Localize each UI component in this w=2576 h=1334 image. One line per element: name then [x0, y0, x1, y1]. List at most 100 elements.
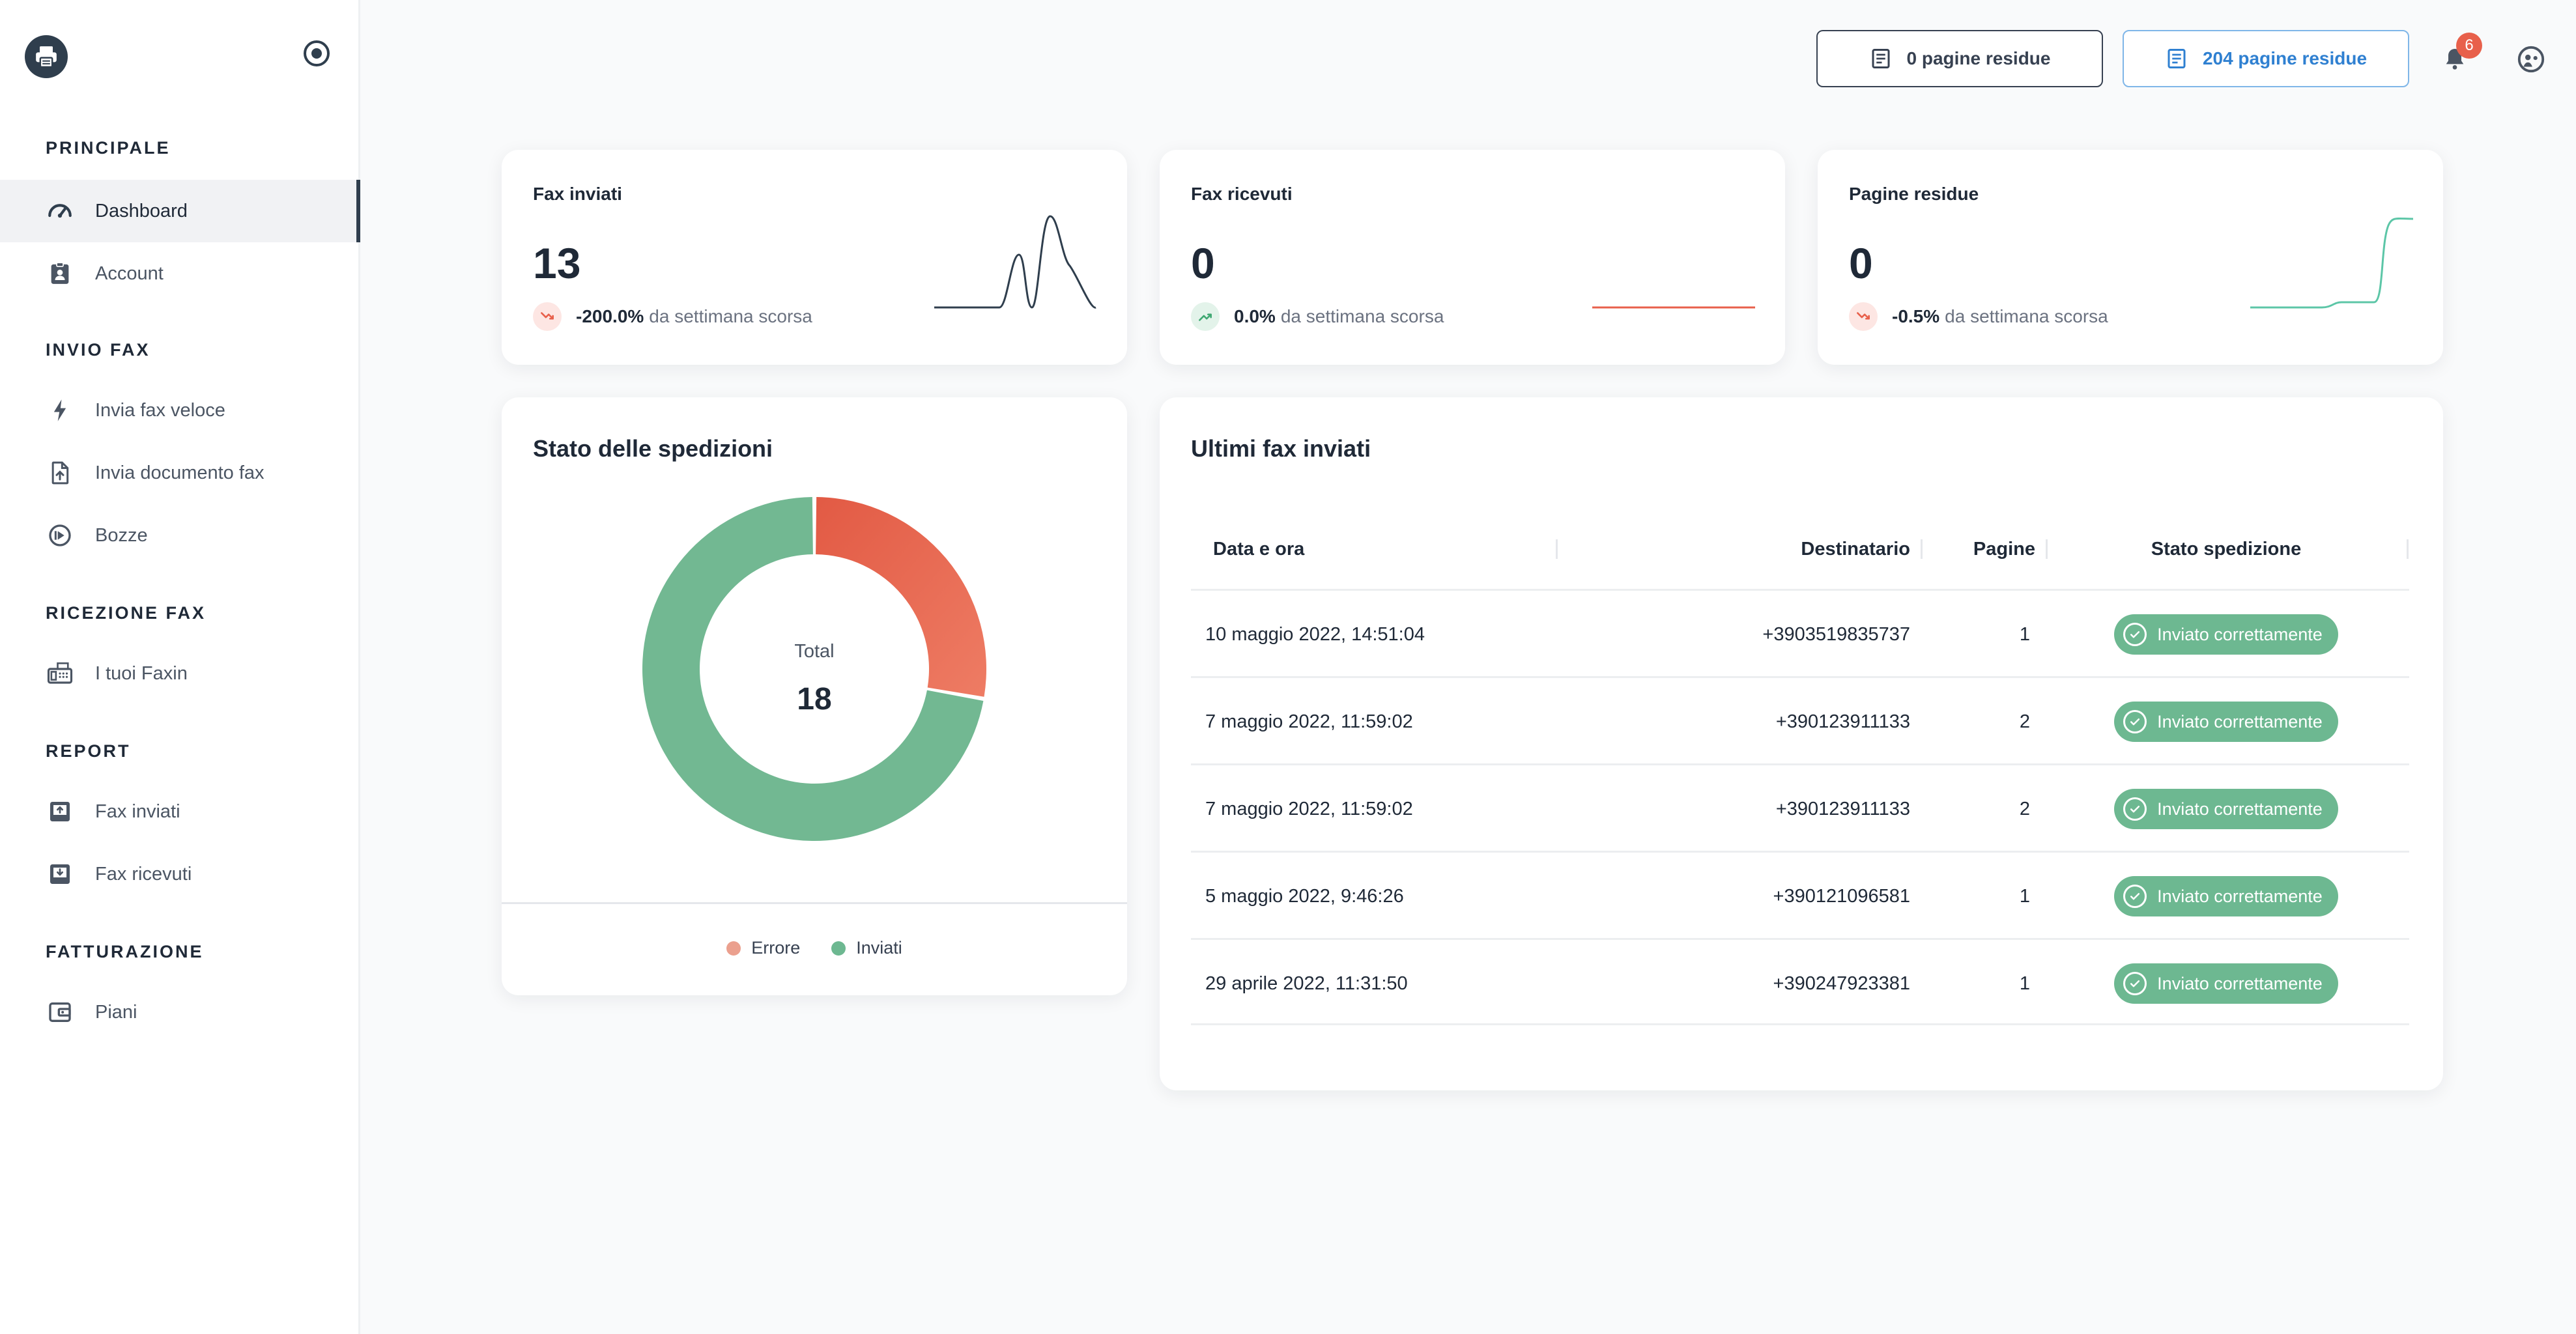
- column-header-recipient[interactable]: Destinatario: [1801, 538, 1910, 560]
- cell-recipient: +390121096581: [1773, 885, 1910, 907]
- table-row[interactable]: 29 aprile 2022, 11:31:50 +390247923381 1…: [1191, 938, 2409, 1025]
- remaining-pages-button[interactable]: 0 pagine residue: [1816, 30, 2103, 87]
- status-badge: Inviato correttamente: [2114, 789, 2338, 829]
- sidebar-item-label: Dashboard: [95, 200, 188, 221]
- cell-date: 7 maggio 2022, 11:59:02: [1205, 711, 1413, 732]
- card-title: Stato delle spedizioni: [533, 435, 773, 462]
- remaining-pages-plan-button[interactable]: 204 pagine residue: [2123, 30, 2409, 87]
- legend-item-inviati[interactable]: Inviati: [831, 938, 902, 958]
- user-menu-button[interactable]: [2516, 44, 2546, 74]
- inbox-download-icon: [46, 860, 74, 888]
- column-header-date[interactable]: Data e ora: [1213, 538, 1305, 560]
- sidebar-item-account[interactable]: Account: [0, 242, 360, 305]
- cell-recipient: +390123911133: [1775, 798, 1910, 819]
- cell-pages: 2: [2019, 711, 2030, 732]
- cell-pages: 1: [2019, 885, 2030, 907]
- speedometer-icon: [46, 197, 74, 225]
- status-label: Inviato correttamente: [2157, 973, 2323, 993]
- card-title: Ultimi fax inviati: [1191, 435, 1371, 462]
- table-row[interactable]: 7 maggio 2022, 11:59:02 +390123911133 2 …: [1191, 763, 2409, 851]
- sidebar-item-dashboard[interactable]: Dashboard: [0, 180, 360, 242]
- document-icon: [1869, 47, 1893, 70]
- cell-status: Inviato correttamente: [2046, 678, 2407, 765]
- donut-total-value: 18: [797, 682, 832, 717]
- section-label-fatturazione: FATTURAZIONE: [46, 942, 204, 961]
- inbox-upload-icon: [46, 797, 74, 826]
- table-row[interactable]: 5 maggio 2022, 9:46:26 +390121096581 1 I…: [1191, 851, 2409, 938]
- bell-icon: [2442, 49, 2468, 76]
- cell-status: Inviato correttamente: [2046, 853, 2407, 940]
- cell-status: Inviato correttamente: [2046, 591, 2407, 678]
- sparkline-pagine-residue: [2250, 217, 2413, 309]
- cell-status: Inviato correttamente: [2046, 765, 2407, 853]
- cell-date: 10 maggio 2022, 14:51:04: [1205, 623, 1425, 645]
- status-badge: Inviato correttamente: [2114, 614, 2338, 655]
- cell-recipient: +3903519835737: [1762, 623, 1910, 645]
- sparkline-fax-ricevuti: [1592, 306, 1755, 309]
- notification-count-badge: 6: [2456, 33, 2482, 59]
- kpi-title: Pagine residue: [1849, 184, 1979, 204]
- trend-down-icon: [533, 302, 562, 331]
- sidebar-collapse-toggle[interactable]: [304, 40, 330, 66]
- section-label-ricezione-fax: RICEZIONE FAX: [46, 603, 207, 623]
- donut-total-label: Total: [794, 641, 835, 662]
- sidebar: PRINCIPALE Dashboard Account INVIO FAX I…: [0, 0, 360, 1334]
- kpi-trend-suffix: da settimana scorsa: [1280, 306, 1444, 326]
- sidebar-item-invia-fax-veloce[interactable]: Invia fax veloce: [0, 379, 360, 442]
- column-header-status[interactable]: Stato spedizione: [2151, 538, 2302, 560]
- cell-date: 5 maggio 2022, 9:46:26: [1205, 885, 1404, 907]
- table-row[interactable]: 7 maggio 2022, 11:59:02 +390123911133 2 …: [1191, 676, 2409, 763]
- section-label-report: REPORT: [46, 741, 131, 761]
- cell-date: 7 maggio 2022, 11:59:02: [1205, 798, 1413, 819]
- table-row[interactable]: 10 maggio 2022, 14:51:04 +3903519835737 …: [1191, 589, 2409, 676]
- cell-pages: 2: [2019, 798, 2030, 819]
- document-icon: [2165, 47, 2188, 70]
- trend-up-icon: [1191, 302, 1220, 331]
- donut-legend: Errore Inviati: [502, 938, 1127, 958]
- sidebar-item-label: Fax inviati: [95, 801, 180, 822]
- kpi-value: 0: [1191, 239, 1215, 287]
- check-circle-icon: [2123, 710, 2147, 733]
- remaining-pages-label: 0 pagine residue: [1906, 48, 2051, 68]
- draft-icon: [46, 521, 74, 550]
- sparkline-fax-inviati: [934, 215, 1096, 309]
- check-circle-icon: [2123, 885, 2147, 908]
- sidebar-item-label: Invia fax veloce: [95, 399, 225, 421]
- lightning-icon: [46, 396, 74, 425]
- kpi-trend-suffix: da settimana scorsa: [649, 306, 812, 326]
- column-separator: [1921, 539, 1923, 559]
- column-header-pages[interactable]: Pagine: [1973, 538, 2035, 560]
- kpi-card-fax-inviati: Fax inviati 13 -200.0% da settimana scor…: [502, 150, 1127, 365]
- kpi-title: Fax ricevuti: [1191, 184, 1293, 204]
- printer-logo-icon[interactable]: [25, 35, 68, 78]
- donut-slice-errore[interactable]: [816, 497, 986, 697]
- status-badge: Inviato correttamente: [2114, 876, 2338, 916]
- wallet-icon: [46, 998, 74, 1027]
- sidebar-item-label: Bozze: [95, 524, 148, 546]
- kpi-value: 13: [533, 239, 581, 287]
- sidebar-item-fax-inviati[interactable]: Fax inviati: [0, 780, 360, 843]
- sidebar-item-bozze[interactable]: Bozze: [0, 504, 360, 567]
- legend-dot: [726, 941, 741, 956]
- legend-label: Errore: [751, 938, 801, 958]
- card-divider: [502, 902, 1127, 904]
- user-circle-icon: [2516, 46, 2546, 77]
- sidebar-item-invia-documento-fax[interactable]: Invia documento fax: [0, 442, 360, 504]
- check-circle-icon: [2123, 623, 2147, 646]
- trend-down-icon: [1849, 302, 1878, 331]
- cell-pages: 1: [2019, 623, 2030, 645]
- remaining-pages-plan-label: 204 pagine residue: [2202, 48, 2368, 68]
- notifications-button[interactable]: 6: [2442, 33, 2482, 76]
- legend-label: Inviati: [856, 938, 902, 958]
- donut-slice-inviati[interactable]: [642, 497, 984, 841]
- kpi-trend-percent: -200.0%: [576, 306, 644, 326]
- sidebar-item-fax-ricevuti[interactable]: Fax ricevuti: [0, 843, 360, 905]
- sidebar-item-piani[interactable]: Piani: [0, 981, 360, 1043]
- kpi-title: Fax inviati: [533, 184, 622, 204]
- cell-status: Inviato correttamente: [2046, 940, 2407, 1027]
- check-circle-icon: [2123, 797, 2147, 821]
- status-badge: Inviato correttamente: [2114, 963, 2338, 1004]
- cell-pages: 1: [2019, 972, 2030, 994]
- sidebar-item-i-tuoi-faxin[interactable]: I tuoi Faxin: [0, 642, 360, 705]
- legend-item-errore[interactable]: Errore: [726, 938, 800, 958]
